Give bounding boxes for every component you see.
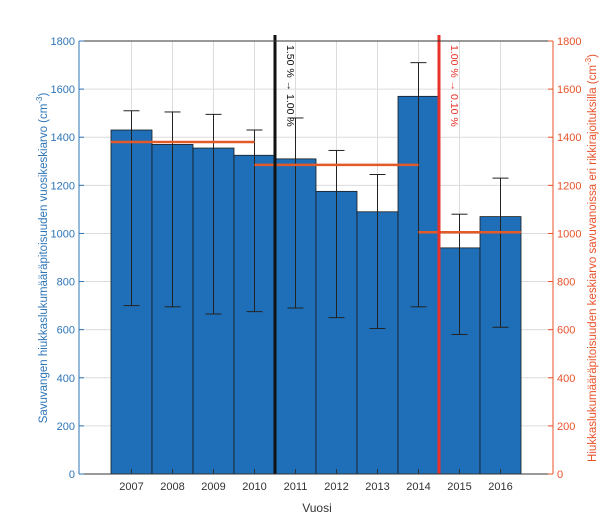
axes: 0 0 200 200 400 400 600 600 800 800 1000 1000 1200 12… xyxy=(51,36,582,493)
x-tick-label: 2008 xyxy=(160,481,184,493)
right-y-tick-label: 1600 xyxy=(557,84,581,96)
x-tick-label: 2011 xyxy=(284,481,308,493)
left-y-tick-label: 0 xyxy=(69,469,75,481)
period-mean-lines xyxy=(111,140,521,234)
left-y-tick-label: 1600 xyxy=(51,84,75,96)
x-tick-label: 2012 xyxy=(324,481,348,493)
right-y-tick-label: 1400 xyxy=(557,132,581,144)
right-y-tick-label: 0 xyxy=(557,469,563,481)
left-y-tick-label: 400 xyxy=(57,373,75,385)
left-y-tick-label: 1200 xyxy=(51,180,75,192)
error-bars xyxy=(123,62,509,335)
sulfur-limit-label: 1.00 % → 0.10 % xyxy=(448,45,460,127)
sulfur-limit-label: 1.50 % → 1.00 % xyxy=(284,45,296,127)
right-y-tick-label: 400 xyxy=(557,373,575,385)
left-y-tick-label: 1800 xyxy=(51,36,75,48)
left-y-axis-label-close: ) xyxy=(38,93,50,97)
left-y-axis-label-superscript: -3 xyxy=(35,96,44,104)
right-y-tick-label: 1200 xyxy=(557,180,581,192)
right-y-axis-label: Hiukkaslukumääräpitoisuuden keskiarvo sa… xyxy=(584,54,599,462)
right-y-axis-label-superscript: -3 xyxy=(584,57,593,65)
x-tick-label: 2015 xyxy=(447,481,471,493)
x-tick-label: 2009 xyxy=(201,481,225,493)
right-y-axis-label-close: ) xyxy=(587,54,599,58)
sulfur-limit-lines: 1.50 % → 1.00 % 1.00 % → 0.10 % xyxy=(273,35,460,474)
x-tick-label: 2007 xyxy=(119,481,143,493)
x-tick-label: 2010 xyxy=(242,481,266,493)
x-tick-label: 2014 xyxy=(406,481,430,493)
x-tick-label: 2013 xyxy=(365,481,389,493)
right-y-tick-label: 1000 xyxy=(557,228,581,240)
right-y-tick-label: 200 xyxy=(557,421,575,433)
x-axis-label: Vuosi xyxy=(302,501,332,515)
left-y-axis-label: Savuvangen hiukkaslukumääräpitoisuuden v… xyxy=(35,93,50,424)
right-y-tick-label: 600 xyxy=(557,325,575,337)
left-y-tick-label: 200 xyxy=(57,421,75,433)
left-y-tick-label: 800 xyxy=(57,277,75,289)
left-y-tick-label: 1400 xyxy=(51,132,75,144)
left-y-tick-label: 1000 xyxy=(51,228,75,240)
right-y-tick-label: 1800 xyxy=(557,36,581,48)
left-y-tick-label: 600 xyxy=(57,325,75,337)
right-y-axis-label-text: Hiukkaslukumääräpitoisuuden keskiarvo sa… xyxy=(587,65,599,462)
x-tick-label: 2016 xyxy=(488,481,512,493)
left-y-axis-label-text: Savuvangen hiukkaslukumääräpitoisuuden v… xyxy=(38,104,50,424)
right-y-tick-label: 800 xyxy=(557,277,575,289)
